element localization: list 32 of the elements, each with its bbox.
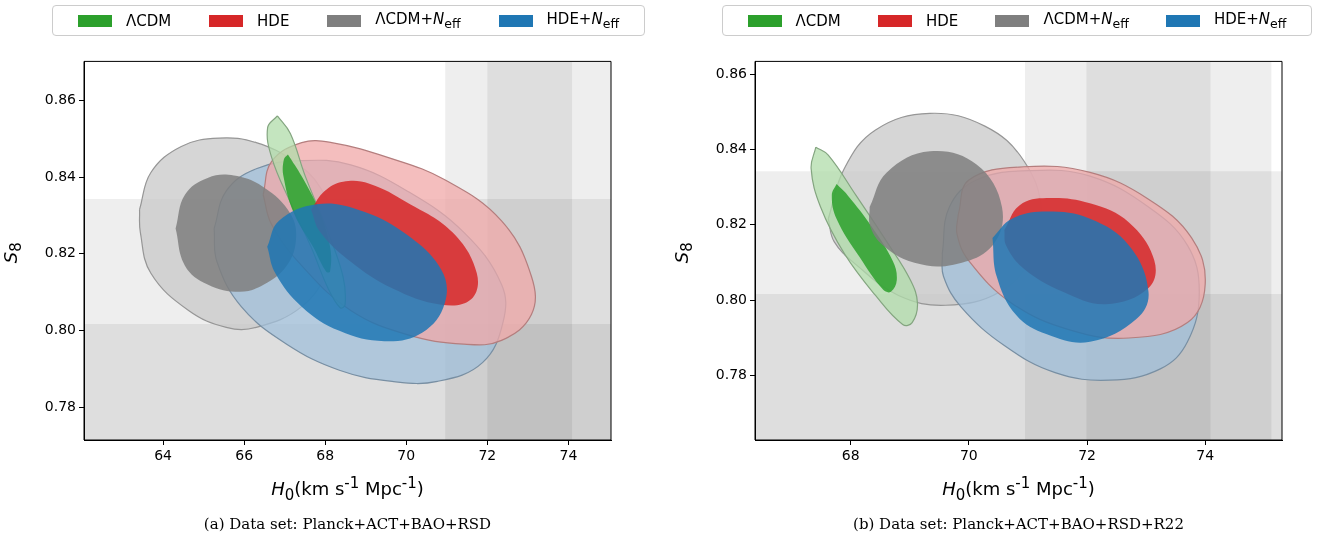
y-tick-label: 0.86: [44, 91, 77, 108]
legend-label: HDE: [925, 11, 959, 30]
x-tick-label: 72: [478, 447, 497, 464]
y-tick-label: 0.86: [715, 64, 748, 81]
legend-label: HDE: [257, 11, 290, 30]
x-tick-label: 68: [316, 447, 335, 464]
legend-label: HDE+N$_{eff}$: [1213, 10, 1287, 31]
x-tick-label: 64: [154, 447, 173, 464]
x-tick-label: 66: [235, 447, 254, 464]
x-tick-label: 70: [397, 447, 416, 464]
y-tick-label: 0.82: [715, 215, 747, 232]
x-axis-title: H$_{0}$(km s$^{-1}$ Mpc$^{-1}$): [941, 474, 1096, 504]
x-tick-label: 68: [841, 447, 860, 464]
x-tick-label: 70: [959, 447, 978, 464]
x-tick-label: 74: [559, 447, 578, 464]
legend-label: ΛCDM: [795, 11, 841, 30]
y-tick-label: 0.80: [715, 290, 747, 307]
x-axis-title: H$_{0}$(km s$^{-1}$ Mpc$^{-1}$): [270, 474, 425, 504]
y-tick-label: 0.78: [44, 397, 76, 414]
legend-label: ΛCDM: [125, 11, 172, 30]
legend-label: HDE+N$_{eff}$: [546, 10, 619, 31]
text: (a) Data set: Planck+ACT+BAO+RSD: [202, 515, 493, 533]
legend-label: ΛCDM+N$_{eff}$: [1043, 10, 1129, 31]
y-tick-label: 0.82: [44, 244, 76, 261]
x-tick-label: 72: [1078, 447, 1096, 464]
text: (b) Data set: Planck+ACT+BAO+RSD+R22: [852, 515, 1185, 533]
y-tick-label: 0.80: [44, 321, 76, 338]
y-tick-label: 0.78: [715, 365, 747, 382]
y-tick-label: 0.84: [715, 140, 748, 157]
x-tick-label: 74: [1196, 447, 1215, 464]
legend-label: ΛCDM+N$_{eff}$: [375, 10, 461, 31]
y-tick-label: 0.84: [44, 167, 77, 184]
